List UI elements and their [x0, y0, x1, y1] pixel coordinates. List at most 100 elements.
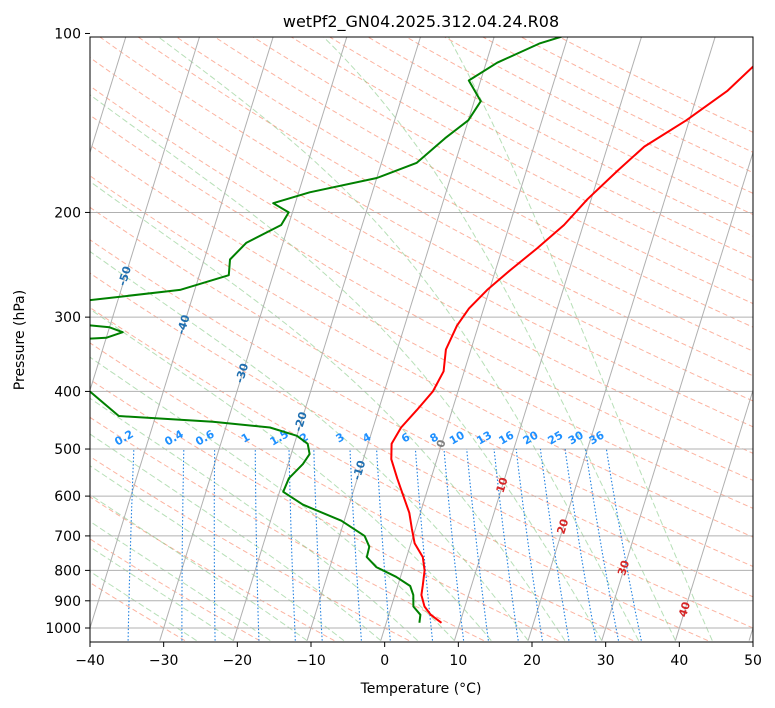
moist-adiabat-line [90, 94, 603, 641]
moist-adiabat-line [90, 570, 197, 642]
isotherm-label: -20 [292, 410, 310, 433]
moist-adiabat-line [90, 465, 345, 641]
isotherm-line [674, 388, 753, 641]
dry-adiabat-line [252, 37, 753, 305]
dry-adiabat-line [90, 114, 753, 481]
moist-adiabat-line [322, 37, 676, 641]
mixing-ratio-line [539, 448, 570, 641]
y-tick-label: 300 [54, 310, 81, 326]
moist-adiabat-line [90, 520, 271, 642]
dry-adiabat-line [90, 85, 753, 454]
chart-title: wetPf2_GN04.2025.312.04.24.R08 [283, 12, 559, 32]
isotherm-label: -10 [350, 458, 368, 481]
y-tick-label: 100 [54, 26, 81, 42]
x-tick-label: −30 [149, 653, 179, 669]
moist-adiabat-line [90, 250, 529, 641]
sounding-profiles [90, 37, 753, 624]
x-tick-label: 50 [744, 653, 762, 669]
y-tick-label: 800 [54, 563, 81, 579]
x-tick-label: 10 [449, 653, 467, 669]
x-tick-label: 40 [670, 653, 688, 669]
isotherm-label: 20 [554, 517, 571, 536]
isotherm-line [380, 37, 569, 641]
mixing-ratio-line [254, 449, 260, 641]
dry-adiabat-line [443, 37, 753, 194]
y-axis-label: Pressure (hPa) [12, 290, 28, 390]
mixing-ratio-line [515, 448, 543, 641]
y-tick-label: 200 [54, 205, 81, 221]
dry-adiabat-line [90, 206, 753, 567]
isotherm-line [601, 150, 753, 641]
isobar-grid [90, 211, 753, 629]
dry-adiabat-line [90, 272, 753, 629]
mixing-ratio-line [376, 448, 391, 641]
mixing-ratio-line [466, 448, 489, 641]
x-tick-label: 30 [597, 653, 615, 669]
dry-adiabat-line [90, 378, 559, 642]
isotherm-line [306, 37, 495, 641]
isotherm-line [90, 37, 274, 630]
dewpoint-line [90, 37, 564, 623]
y-tick-label: 900 [54, 594, 81, 610]
mixing-ratio-line [349, 448, 362, 641]
mixing-ratio-line [564, 448, 597, 641]
x-tick-label: 20 [523, 653, 541, 669]
isotherm-label: -40 [174, 313, 192, 336]
mixing-ratio-line [585, 448, 620, 641]
y-tick-label: 400 [54, 384, 81, 400]
isotherm-line [159, 37, 348, 641]
x-tick-label: 0 [380, 653, 389, 669]
isotherm-label: -50 [116, 264, 134, 287]
moist-adiabat-line [90, 546, 234, 642]
dry-adiabat-line [90, 538, 260, 642]
x-axis-ticks: −40 −30 −20 −10 0 10 20 30 40 50 [75, 642, 762, 669]
y-axis-ticks: 100 200 300 400 500 600 700 800 900 1000 [45, 26, 90, 637]
mixing-ratio-line [213, 449, 216, 641]
mixing-ratio-line [414, 448, 434, 641]
dry-adiabat-line [90, 416, 484, 642]
isotherm-line [527, 37, 716, 641]
moist-adiabat-line [90, 397, 418, 641]
dry-adiabat-line [99, 37, 753, 402]
mixing-ratio-line [288, 448, 296, 641]
isotherm-label: 40 [676, 600, 693, 619]
temperature-line [390, 65, 753, 624]
dry-adiabat-line [520, 37, 753, 153]
mixing-ratio-line [181, 448, 185, 641]
y-tick-label: 600 [54, 489, 81, 505]
mixing-ratio-line [443, 448, 465, 641]
y-tick-label: 1000 [45, 621, 81, 637]
y-tick-label: 500 [54, 442, 81, 458]
x-axis-label: Temperature (°C) [360, 681, 482, 697]
moist-adiabat-line [90, 180, 566, 641]
x-tick-label: −20 [223, 653, 253, 669]
mixing-ratio-line [127, 448, 135, 641]
moist-adiabat-line [157, 37, 640, 641]
dry-adiabat-line [405, 37, 753, 216]
isotherm-label: -30 [233, 361, 251, 384]
dry-adiabat-line [290, 37, 753, 282]
x-tick-label: −10 [296, 653, 326, 669]
moist-adiabat-line [90, 433, 382, 641]
plot-frame [89, 36, 754, 643]
isotherm-line [90, 37, 127, 155]
dry-adiabat-line [90, 57, 753, 428]
plot-area: -100-90-80-70-60-50-40-30-20-10010203040… [90, 37, 753, 642]
dry-adiabat-line [90, 455, 410, 642]
mixing-ratio-line [605, 448, 642, 641]
mixing-ratio-line [493, 448, 519, 641]
y-tick-label: 700 [54, 529, 81, 545]
isotherm-label: 30 [615, 558, 632, 577]
moist-adiabat-line [447, 37, 713, 641]
isotherm-line [453, 37, 642, 641]
x-tick-label: −40 [75, 653, 105, 669]
dry-adiabat-line [137, 37, 753, 377]
isotherm-line [232, 37, 421, 641]
mixing-ratio-line [313, 448, 323, 641]
mixing-ratio-lines [127, 448, 642, 641]
dry-adiabat-line [367, 37, 753, 237]
moist-adiabat-line [90, 493, 308, 642]
isotherm-label: 0 [434, 438, 449, 449]
